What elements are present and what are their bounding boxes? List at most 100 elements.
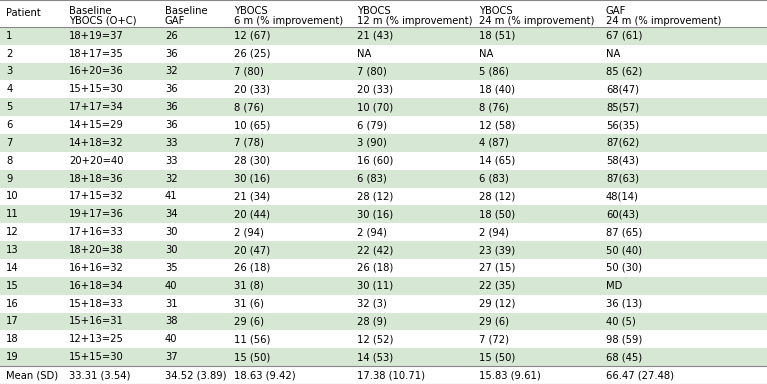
Text: 6 (79): 6 (79) xyxy=(357,120,387,130)
Bar xyxy=(0,134,767,152)
Text: 28 (12): 28 (12) xyxy=(479,192,515,202)
Text: 33: 33 xyxy=(165,138,177,148)
Text: 15+15=30: 15+15=30 xyxy=(69,84,123,94)
Text: 23 (39): 23 (39) xyxy=(479,245,515,255)
Text: 11 (56): 11 (56) xyxy=(234,334,270,344)
Text: 21 (34): 21 (34) xyxy=(234,192,270,202)
Text: 15+16=31: 15+16=31 xyxy=(69,316,124,326)
Text: 12 (52): 12 (52) xyxy=(357,334,393,344)
Text: 15.83 (9.61): 15.83 (9.61) xyxy=(479,370,542,380)
Text: 6 (83): 6 (83) xyxy=(357,174,387,184)
Text: 6 (83): 6 (83) xyxy=(479,174,509,184)
Text: 9: 9 xyxy=(6,174,12,184)
Text: 3 (90): 3 (90) xyxy=(357,138,387,148)
Text: NA: NA xyxy=(479,49,494,59)
Text: 7 (80): 7 (80) xyxy=(357,66,387,76)
Text: 12 (58): 12 (58) xyxy=(479,120,515,130)
Text: 87(62): 87(62) xyxy=(606,138,639,148)
Text: 98 (59): 98 (59) xyxy=(606,334,642,344)
Text: 26 (25): 26 (25) xyxy=(234,49,270,59)
Text: 58(43): 58(43) xyxy=(606,156,639,166)
Text: 36: 36 xyxy=(165,120,177,130)
Text: 16+16=32: 16+16=32 xyxy=(69,263,124,273)
Text: 18: 18 xyxy=(6,334,18,344)
Text: 30: 30 xyxy=(165,227,177,237)
Text: YBOCS: YBOCS xyxy=(479,6,513,16)
Text: 12 (67): 12 (67) xyxy=(234,31,270,41)
Text: 15 (50): 15 (50) xyxy=(479,352,515,362)
Text: 30 (11): 30 (11) xyxy=(357,281,393,291)
Text: 6: 6 xyxy=(6,120,12,130)
Text: 20 (47): 20 (47) xyxy=(234,245,270,255)
Text: 20 (33): 20 (33) xyxy=(357,84,393,94)
Text: 36 (13): 36 (13) xyxy=(606,299,642,309)
Text: 7 (78): 7 (78) xyxy=(234,138,264,148)
Bar xyxy=(0,98,767,116)
Bar xyxy=(0,277,767,295)
Text: GAF: GAF xyxy=(165,15,186,26)
Text: 87 (65): 87 (65) xyxy=(606,227,642,237)
Text: 16+18=34: 16+18=34 xyxy=(69,281,123,291)
Text: 18 (40): 18 (40) xyxy=(479,84,515,94)
Text: 68 (45): 68 (45) xyxy=(606,352,642,362)
Text: 17+15=32: 17+15=32 xyxy=(69,192,124,202)
Text: 85 (62): 85 (62) xyxy=(606,66,642,76)
Text: 29 (12): 29 (12) xyxy=(479,299,515,309)
Text: 18 (50): 18 (50) xyxy=(479,209,515,219)
Bar xyxy=(0,205,767,223)
Text: 30 (16): 30 (16) xyxy=(234,174,270,184)
Text: 1: 1 xyxy=(6,31,12,41)
Text: 10 (65): 10 (65) xyxy=(234,120,270,130)
Text: 14: 14 xyxy=(6,263,18,273)
Text: 26 (18): 26 (18) xyxy=(234,263,270,273)
Text: 27 (15): 27 (15) xyxy=(479,263,515,273)
Text: 7 (72): 7 (72) xyxy=(479,334,509,344)
Text: 28 (9): 28 (9) xyxy=(357,316,387,326)
Text: 17+16=33: 17+16=33 xyxy=(69,227,123,237)
Text: NA: NA xyxy=(357,49,371,59)
Text: 18+20=38: 18+20=38 xyxy=(69,245,123,255)
Text: 18+19=37: 18+19=37 xyxy=(69,31,123,41)
Text: 17.38 (10.71): 17.38 (10.71) xyxy=(357,370,425,380)
Text: 19: 19 xyxy=(6,352,19,362)
Bar xyxy=(0,348,767,366)
Text: 8 (76): 8 (76) xyxy=(234,102,264,112)
Bar xyxy=(0,27,767,45)
Text: 32: 32 xyxy=(165,66,177,76)
Text: 34.52 (3.89): 34.52 (3.89) xyxy=(165,370,226,380)
Text: 26 (18): 26 (18) xyxy=(357,263,393,273)
Text: NA: NA xyxy=(606,49,621,59)
Text: 15+18=33: 15+18=33 xyxy=(69,299,123,309)
Text: 40 (5): 40 (5) xyxy=(606,316,636,326)
Text: Mean (SD): Mean (SD) xyxy=(6,370,58,380)
Text: 31 (6): 31 (6) xyxy=(234,299,264,309)
Text: 20+20=40: 20+20=40 xyxy=(69,156,123,166)
Text: 85(57): 85(57) xyxy=(606,102,639,112)
Text: 11: 11 xyxy=(6,209,19,219)
Text: 16 (60): 16 (60) xyxy=(357,156,393,166)
Text: MD: MD xyxy=(606,281,622,291)
Text: 41: 41 xyxy=(165,192,177,202)
Text: 7 (80): 7 (80) xyxy=(234,66,264,76)
Text: 32 (3): 32 (3) xyxy=(357,299,387,309)
Bar xyxy=(0,313,767,330)
Text: 36: 36 xyxy=(165,49,177,59)
Text: 2 (94): 2 (94) xyxy=(234,227,264,237)
Text: 31: 31 xyxy=(165,299,177,309)
Text: Baseline: Baseline xyxy=(69,6,112,16)
Text: YBOCS: YBOCS xyxy=(357,6,390,16)
Text: 24 m (% improvement): 24 m (% improvement) xyxy=(606,15,721,26)
Text: 38: 38 xyxy=(165,316,177,326)
Text: 14 (65): 14 (65) xyxy=(479,156,515,166)
Text: 20 (33): 20 (33) xyxy=(234,84,270,94)
Text: YBOCS (O+C): YBOCS (O+C) xyxy=(69,15,137,26)
Text: 8 (76): 8 (76) xyxy=(479,102,509,112)
Text: 31 (8): 31 (8) xyxy=(234,281,264,291)
Text: 67 (61): 67 (61) xyxy=(606,31,642,41)
Text: 50 (30): 50 (30) xyxy=(606,263,642,273)
Text: 26: 26 xyxy=(165,31,178,41)
Text: GAF: GAF xyxy=(606,6,627,16)
Text: 68(47): 68(47) xyxy=(606,84,639,94)
Text: 56(35): 56(35) xyxy=(606,120,639,130)
Text: 13: 13 xyxy=(6,245,18,255)
